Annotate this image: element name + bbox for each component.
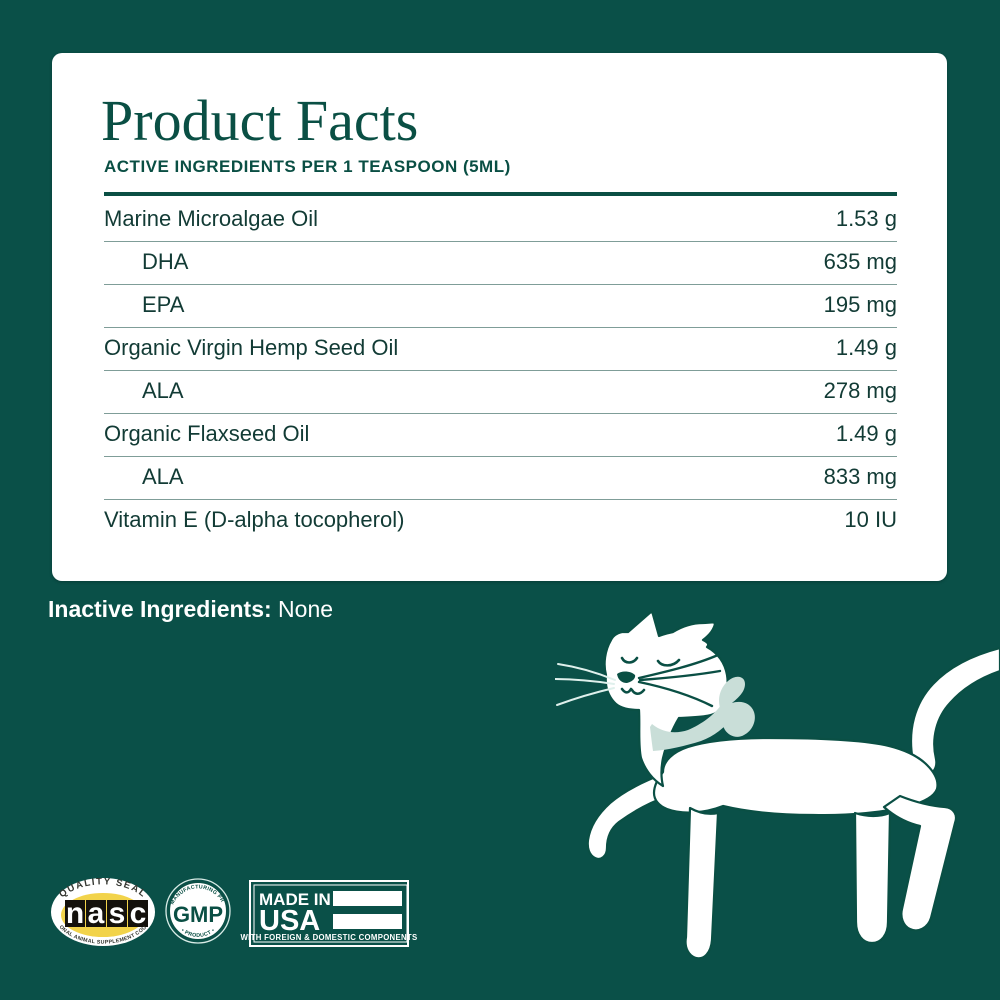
svg-text:GMP: GMP <box>173 902 223 927</box>
svg-text:n: n <box>66 897 84 930</box>
svg-text:s: s <box>109 897 126 930</box>
svg-text:a: a <box>88 897 105 930</box>
svg-text:WITH FOREIGN & DOMESTIC COMPON: WITH FOREIGN & DOMESTIC COMPONENTS <box>241 933 418 942</box>
